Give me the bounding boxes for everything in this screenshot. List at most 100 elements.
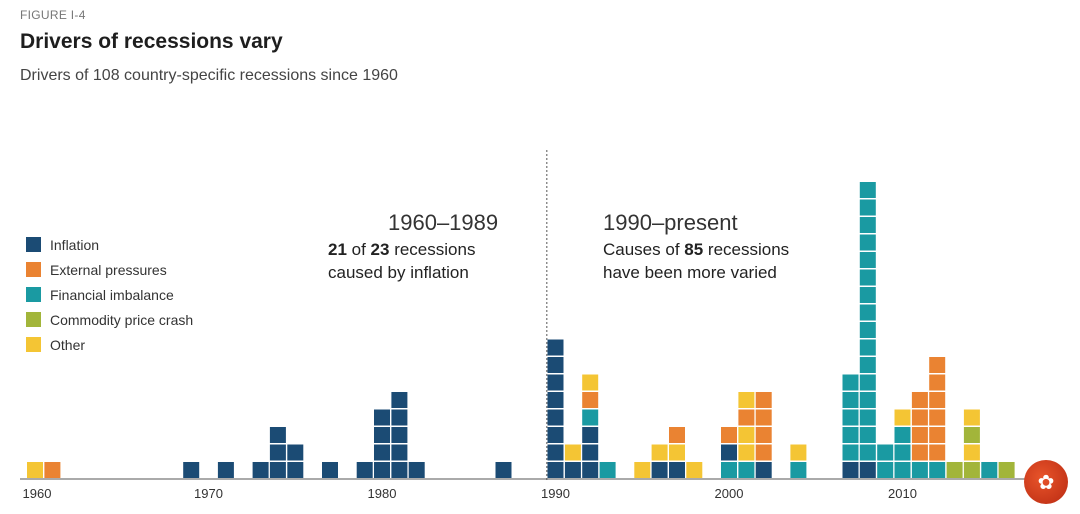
recession-block-1992-0	[582, 462, 599, 478]
recession-block-1960-0	[27, 462, 43, 478]
x-tick-label-1990: 1990	[541, 486, 570, 501]
legend: Inflation External pressures Financial i…	[26, 232, 193, 357]
x-tick-label-2000: 2000	[715, 486, 744, 501]
recession-block-1992-1	[582, 444, 599, 461]
recession-block-2007-2	[842, 427, 859, 443]
recession-block-2012-6	[929, 357, 946, 373]
annotation-left-desc: 21 of 23 recessions caused by inflation	[328, 238, 498, 284]
recession-block-2004-1	[790, 444, 807, 461]
chart-subtitle: Drivers of 108 country-specific recessio…	[20, 67, 398, 84]
recession-block-2002-1	[755, 444, 772, 461]
recession-block-1987-0	[495, 462, 512, 478]
recession-block-1981-3	[391, 409, 408, 426]
annotation-right-title: 1990–present	[603, 210, 738, 235]
recession-block-2010-3	[894, 409, 911, 426]
recession-block-1993-0	[599, 462, 616, 478]
recession-block-1981-2	[391, 427, 408, 443]
recession-block-2007-0	[842, 462, 859, 478]
legend-swatch-commodity	[26, 312, 41, 327]
legend-item-commodity: Commodity price crash	[26, 307, 193, 332]
legend-swatch-external	[26, 262, 41, 277]
logo-badge-icon: ✿	[1024, 460, 1068, 504]
recession-block-1980-0	[374, 462, 390, 478]
annotation-right-num: 85	[684, 240, 704, 259]
recession-block-1992-4	[582, 392, 599, 408]
recession-block-2008-5	[859, 374, 876, 391]
recession-block-2009-0	[877, 462, 894, 478]
recession-block-2014-1	[963, 444, 980, 461]
recession-block-2008-7	[859, 339, 876, 356]
recession-block-2008-16	[859, 182, 876, 198]
recession-block-1990-4	[547, 392, 564, 408]
recession-block-1975-0	[287, 462, 304, 478]
recession-block-1981-0	[391, 462, 408, 478]
recession-block-1992-5	[582, 374, 599, 391]
legend-label-other: Other	[50, 336, 86, 353]
recession-block-2008-2	[859, 427, 876, 443]
recession-block-2008-6	[859, 357, 876, 373]
recession-block-2000-2	[721, 427, 737, 443]
recession-block-1996-0	[651, 462, 668, 478]
recession-block-2010-1	[894, 444, 911, 461]
legend-swatch-other	[26, 337, 41, 352]
recession-block-2008-4	[859, 392, 876, 408]
annotation-right-pre: Causes of	[603, 240, 685, 259]
recession-block-2012-5	[929, 374, 946, 391]
recession-block-2008-8	[859, 322, 876, 338]
recession-block-1991-0	[564, 462, 581, 478]
annotation-left-title: 1960–1989	[388, 210, 499, 235]
figure-label: FIGURE I-4	[20, 8, 86, 22]
recession-block-1975-1	[287, 444, 304, 461]
annotation-left-line2: caused by inflation	[328, 263, 469, 282]
recession-block-2010-0	[894, 462, 911, 478]
recession-block-2012-2	[929, 427, 946, 443]
recession-block-2014-2	[963, 427, 980, 443]
recession-block-1980-2	[374, 427, 390, 443]
recession-block-1996-1	[651, 444, 668, 461]
recession-block-2008-12	[859, 252, 876, 268]
recession-block-2013-0	[946, 462, 963, 478]
annotation-1960-1989: 1960–1989 21 of 23 recessions caused by …	[328, 210, 498, 284]
recession-block-2010-2	[894, 427, 911, 443]
recession-block-2007-1	[842, 444, 859, 461]
recession-block-1997-1	[669, 444, 685, 461]
recession-block-1979-0	[356, 462, 373, 478]
recession-block-2000-1	[721, 444, 737, 461]
recession-block-1998-0	[686, 462, 703, 478]
recession-block-1990-5	[547, 374, 564, 391]
recession-block-1990-7	[547, 339, 564, 356]
recession-block-2012-4	[929, 392, 946, 408]
recession-block-2011-4	[911, 392, 928, 408]
recession-block-2002-2	[755, 427, 772, 443]
x-tick-label-2010: 2010	[888, 486, 917, 501]
recession-block-1990-6	[547, 357, 564, 373]
recession-block-2014-3	[963, 409, 980, 426]
recession-block-2002-0	[755, 462, 772, 478]
legend-label-commodity: Commodity price crash	[50, 311, 194, 328]
recession-block-1969-0	[183, 462, 200, 478]
legend-swatch-inflation	[26, 237, 41, 252]
chart-title: Drivers of recessions vary	[20, 30, 283, 53]
recession-block-1971-0	[217, 462, 234, 478]
recession-block-1977-0	[322, 462, 338, 478]
annotation-right-line2: have been more varied	[603, 263, 777, 282]
recession-block-1982-0	[408, 462, 425, 478]
recession-block-2002-4	[755, 392, 772, 408]
recession-block-1992-3	[582, 409, 599, 426]
annotation-left-rest: recessions	[389, 240, 476, 259]
recession-block-2011-3	[911, 409, 928, 426]
recession-block-2008-0	[859, 462, 876, 478]
recession-block-2015-0	[981, 462, 998, 478]
recession-block-1990-3	[547, 409, 564, 426]
recession-block-2000-0	[721, 462, 737, 478]
recession-block-2012-3	[929, 409, 946, 426]
recession-block-1974-1	[269, 444, 286, 461]
annotation-left-mid: of	[346, 240, 371, 259]
recession-block-1990-2	[547, 427, 564, 443]
x-tick-label-1980: 1980	[368, 486, 397, 501]
recession-block-1973-0	[252, 462, 269, 478]
recession-block-2016-0	[998, 462, 1015, 478]
legend-label-external: External pressures	[50, 261, 167, 278]
legend-item-financial: Financial imbalance	[26, 282, 193, 307]
